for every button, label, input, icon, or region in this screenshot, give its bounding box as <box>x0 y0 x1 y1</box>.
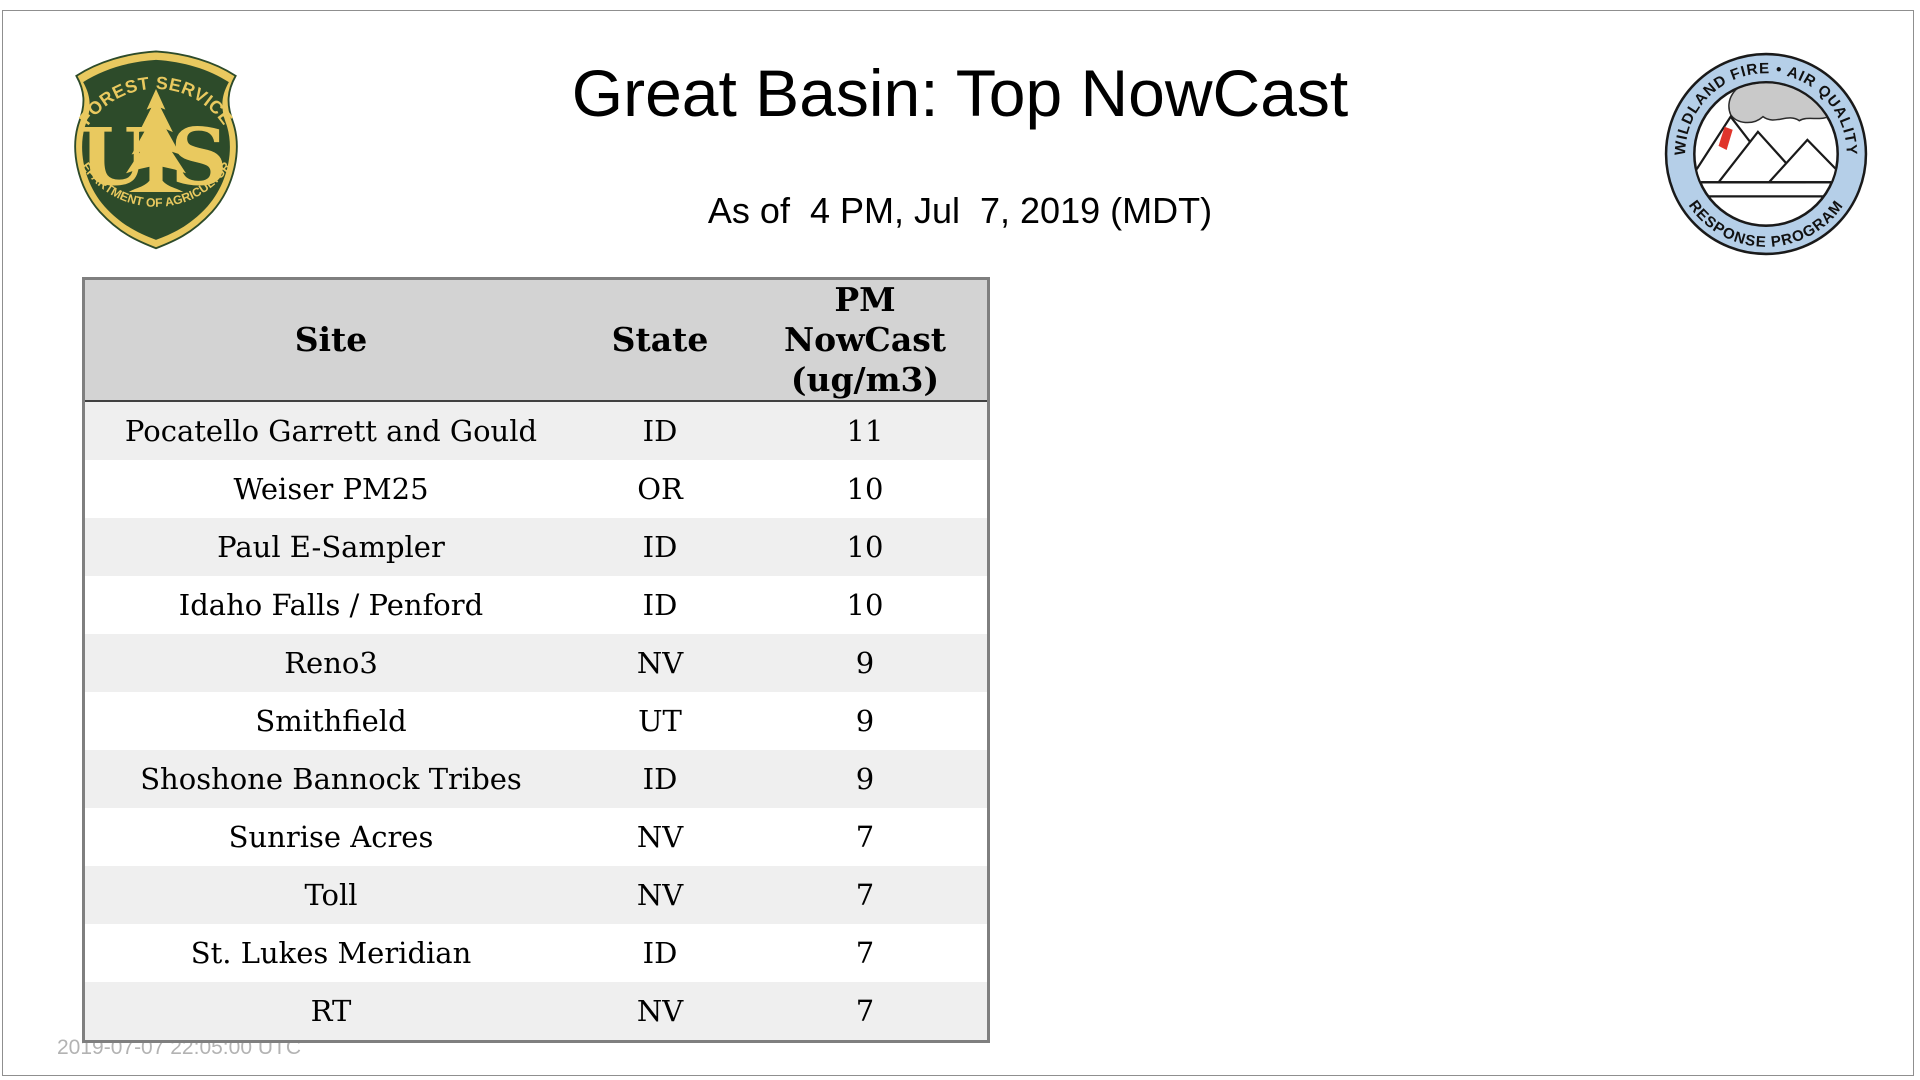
table-row: Reno3 NV 9 <box>85 634 987 692</box>
table-header-row: Site State PM NowCast (ug/m3) <box>85 280 987 402</box>
pm-value-cell: 10 <box>846 588 884 622</box>
header-pm-line3: (ug/m3) <box>790 360 940 399</box>
site-cell: Weiser PM25 <box>233 472 429 506</box>
page-subtitle: As of 4 PM, Jul 7, 2019 (MDT) <box>707 190 1213 231</box>
table-row: Paul E-Sampler ID 10 <box>85 518 987 576</box>
nowcast-table: Site State PM NowCast (ug/m3) Pocatello … <box>82 277 990 1043</box>
state-cell: UT <box>638 704 682 738</box>
state-cell: NV <box>636 878 684 912</box>
pm-value-cell: 10 <box>846 472 884 506</box>
site-cell: Shoshone Bannock Tribes <box>140 762 522 796</box>
state-cell: ID <box>642 414 678 448</box>
pm-value-cell: 9 <box>855 762 875 796</box>
site-cell: RT <box>310 994 352 1028</box>
pm-value-cell: 9 <box>855 646 875 680</box>
us-letter-s: S <box>171 111 228 204</box>
site-cell: Idaho Falls / Penford <box>178 588 484 622</box>
site-cell: Toll <box>304 878 358 912</box>
state-cell: ID <box>642 936 678 970</box>
pm-value-cell: 7 <box>855 936 875 970</box>
state-cell: NV <box>636 646 684 680</box>
site-cell: Smithfield <box>255 704 407 738</box>
header-pm-line1: PM <box>834 280 896 319</box>
site-cell: Paul E-Sampler <box>217 530 445 564</box>
wildland-fire-air-quality-logo: WILDLAND FIRE • AIR QUALITY RESPONSE PRO… <box>1664 52 1868 256</box>
site-cell: St. Lukes Meridian <box>190 936 472 970</box>
table-row: Pocatello Garrett and Gould ID 11 <box>85 402 987 460</box>
state-cell: ID <box>642 530 678 564</box>
table-row: RT NV 7 <box>85 982 987 1040</box>
pm-value-cell: 9 <box>855 704 875 738</box>
table-row: St. Lukes Meridian ID 7 <box>85 924 987 982</box>
header-pm-line2: NowCast <box>783 320 947 359</box>
pm-value-cell: 11 <box>846 414 884 448</box>
state-cell: NV <box>636 994 684 1028</box>
table-row: Toll NV 7 <box>85 866 987 924</box>
header-state: State <box>611 320 709 359</box>
table-row: Shoshone Bannock Tribes ID 9 <box>85 750 987 808</box>
pm-value-cell: 7 <box>855 878 875 912</box>
table-row: Sunrise Acres NV 7 <box>85 808 987 866</box>
pm-value-cell: 7 <box>855 994 875 1028</box>
page-title: Great Basin: Top NowCast <box>571 56 1349 130</box>
table-row: Weiser PM25 OR 10 <box>85 460 987 518</box>
table-row: Idaho Falls / Penford ID 10 <box>85 576 987 634</box>
site-cell: Sunrise Acres <box>228 820 434 854</box>
pm-value-cell: 7 <box>855 820 875 854</box>
state-cell: ID <box>642 588 678 622</box>
forest-service-logo: FOREST SERVICE U S DEPARTMENT OF AGRICUL… <box>62 44 238 250</box>
site-cell: Reno3 <box>284 646 378 680</box>
pine-tree-icon <box>126 88 186 193</box>
pm-value-cell: 10 <box>846 530 884 564</box>
site-cell: Pocatello Garrett and Gould <box>124 414 538 448</box>
state-cell: NV <box>636 820 684 854</box>
table-row: Smithfield UT 9 <box>85 692 987 750</box>
state-cell: ID <box>642 762 678 796</box>
flame-mark-icon <box>1718 126 1733 150</box>
state-cell: OR <box>637 472 683 506</box>
header-pm-nowcast: PM NowCast (ug/m3) <box>743 280 987 400</box>
header-site: Site <box>294 320 368 359</box>
